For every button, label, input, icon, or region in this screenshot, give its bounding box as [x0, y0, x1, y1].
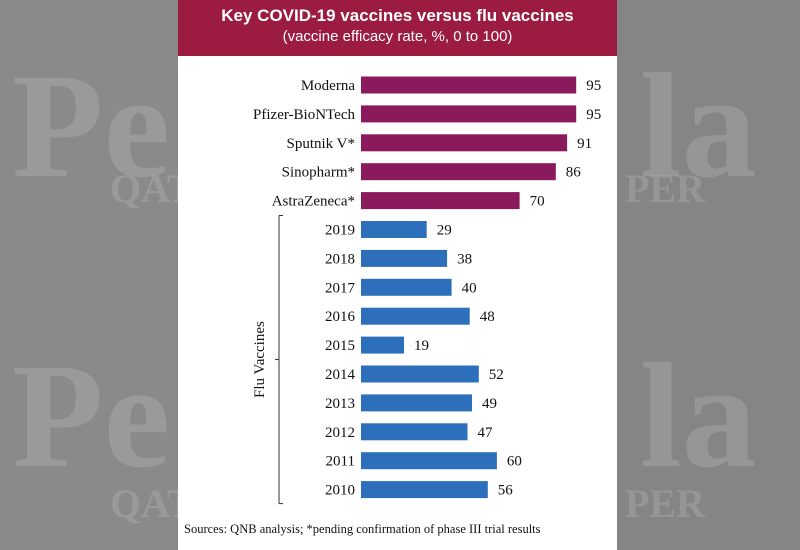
category-label: 2019 [325, 223, 355, 239]
bar-pfizer-biontech [361, 105, 577, 123]
value-label: 95 [586, 78, 601, 94]
value-label: 60 [507, 454, 522, 470]
value-label: 86 [566, 165, 582, 181]
value-label: 49 [482, 396, 497, 412]
left-background-panel [0, 0, 178, 550]
bar-moderna [361, 76, 577, 94]
bar-2014 [361, 365, 479, 383]
category-label: Sputnik V* [287, 136, 356, 152]
value-label: 56 [498, 483, 514, 499]
value-label: 19 [414, 338, 429, 354]
bar-2011 [361, 452, 497, 470]
bar-2015 [361, 336, 404, 354]
value-label: 29 [437, 223, 452, 239]
value-label: 47 [478, 425, 494, 441]
value-label: 40 [462, 280, 477, 296]
bar-2017 [361, 278, 452, 296]
bar-chart: Moderna 95 Pfizer-BioNTech 95 Sputnik V* 91 Si… [252, 76, 601, 505]
bar-2010 [361, 481, 488, 499]
bar-astrazeneca- [361, 192, 520, 210]
bar-2019 [361, 221, 427, 238]
category-label: 2014 [325, 367, 356, 383]
flu-vaccines-group-label: Flu Vaccines [252, 321, 268, 398]
right-background-panel [617, 0, 800, 550]
bar-sinopharm- [361, 163, 556, 181]
value-label: 91 [577, 136, 592, 152]
bar-2012 [361, 423, 468, 441]
category-label: Sinopharm* [282, 165, 355, 181]
category-label: 2012 [325, 425, 355, 441]
category-label: 2013 [325, 396, 355, 412]
category-label: 2018 [325, 251, 355, 267]
chart-source-note: Sources: QNB analysis; *pending confirma… [184, 522, 541, 536]
value-label: 48 [480, 309, 495, 325]
category-label: 2016 [325, 309, 356, 325]
category-label: AstraZeneca* [272, 194, 355, 210]
category-label: 2017 [325, 280, 356, 296]
category-label: 2011 [326, 454, 355, 470]
chart-header: Key COVID-19 vaccines versus flu vaccine… [178, 0, 617, 56]
category-label: 2015 [325, 338, 355, 354]
category-label: 2010 [325, 483, 355, 499]
bar-2013 [361, 394, 472, 412]
chart-card: Key COVID-19 vaccines versus flu vaccine… [178, 0, 617, 550]
chart-title: Key COVID-19 vaccines versus flu vaccine… [221, 6, 574, 25]
bar-2018 [361, 249, 448, 267]
category-label: Moderna [301, 78, 355, 94]
value-label: 70 [530, 194, 545, 210]
bar-2016 [361, 307, 470, 325]
category-label: Pfizer-BioNTech [253, 107, 355, 123]
value-label: 95 [586, 107, 601, 123]
value-label: 38 [457, 251, 472, 267]
bar-sputnik-v- [361, 134, 568, 152]
chart-subtitle: (vaccine efficacy rate, %, 0 to 100) [282, 28, 513, 45]
value-label: 52 [489, 367, 504, 383]
